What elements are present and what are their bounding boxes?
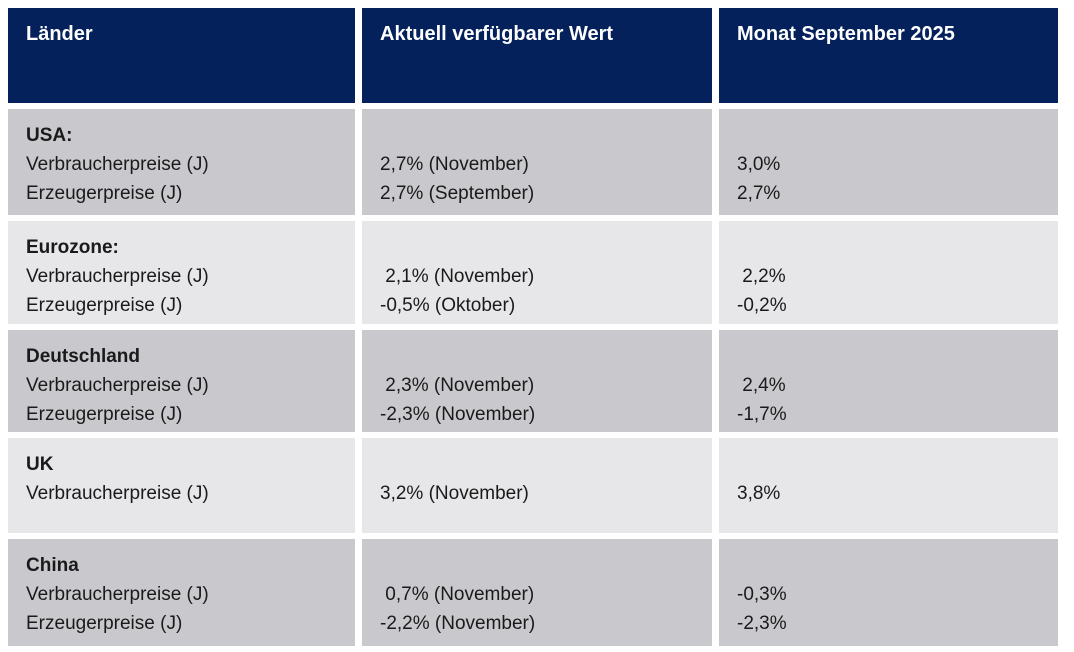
current-values: 2,3% (November) -2,3% (November): [380, 375, 536, 425]
current-values: 0,7% (November) -2,2% (November): [380, 584, 536, 634]
header-cell-laender: Länder: [8, 8, 355, 103]
row-uk-current-cell: 3,2% (November): [362, 438, 712, 533]
row-china-country-cell: China Verbraucherpreise (J) Erzeugerprei…: [8, 539, 355, 646]
row-uk-country-cell: UK Verbraucherpreise (J): [8, 438, 355, 533]
header-label-current-value: Aktuell verfügbarer Wert: [380, 23, 614, 45]
row-eurozone-country-cell: Eurozone: Verbraucherpreise (J) Erzeuger…: [8, 221, 355, 324]
month-values: 3,8%: [737, 483, 781, 504]
inflation-table: Länder Aktuell verfügbarer Wert Monat Se…: [8, 8, 1066, 646]
country-name: USA:: [26, 125, 73, 146]
row-usa-country-cell: USA: Verbraucherpreise (J) Erzeugerpreis…: [8, 109, 355, 215]
country-metrics: Verbraucherpreise (J) Erzeugerpreise (J): [26, 375, 209, 425]
row-deutschland-month-cell: 2,4% -1,7%: [719, 330, 1058, 432]
month-values: 3,0% 2,7%: [737, 154, 781, 204]
month-values: 2,2% -0,2%: [737, 266, 787, 316]
current-values: 2,7% (November) 2,7% (September): [380, 154, 535, 204]
country-name: China: [26, 555, 79, 576]
month-values: -0,3% -2,3%: [737, 584, 787, 634]
header-cell-current-value: Aktuell verfügbarer Wert: [362, 8, 712, 103]
month-values: 2,4% -1,7%: [737, 375, 787, 425]
country-name: Eurozone:: [26, 237, 119, 258]
row-china-month-cell: -0,3% -2,3%: [719, 539, 1058, 646]
current-values: 3,2% (November): [380, 483, 529, 504]
row-deutschland-country-cell: Deutschland Verbraucherpreise (J) Erzeug…: [8, 330, 355, 432]
row-eurozone-current-cell: 2,1% (November) -0,5% (Oktober): [362, 221, 712, 324]
country-metrics: Verbraucherpreise (J) Erzeugerpreise (J): [26, 266, 209, 316]
row-china-current-cell: 0,7% (November) -2,2% (November): [362, 539, 712, 646]
country-name: UK: [26, 454, 54, 475]
row-eurozone-month-cell: 2,2% -0,2%: [719, 221, 1058, 324]
country-name: Deutschland: [26, 346, 141, 367]
country-metrics: Verbraucherpreise (J): [26, 483, 209, 504]
header-cell-month-september: Monat September 2025: [719, 8, 1058, 103]
row-deutschland-current-cell: 2,3% (November) -2,3% (November): [362, 330, 712, 432]
current-values: 2,1% (November) -0,5% (Oktober): [380, 266, 535, 316]
row-usa-month-cell: 3,0% 2,7%: [719, 109, 1058, 215]
country-metrics: Verbraucherpreise (J) Erzeugerpreise (J): [26, 584, 209, 634]
row-usa-current-cell: 2,7% (November) 2,7% (September): [362, 109, 712, 215]
country-metrics: Verbraucherpreise (J) Erzeugerpreise (J): [26, 154, 209, 204]
header-label-month-september: Monat September 2025: [737, 23, 955, 45]
row-uk-month-cell: 3,8%: [719, 438, 1058, 533]
header-label-laender: Länder: [26, 23, 93, 45]
